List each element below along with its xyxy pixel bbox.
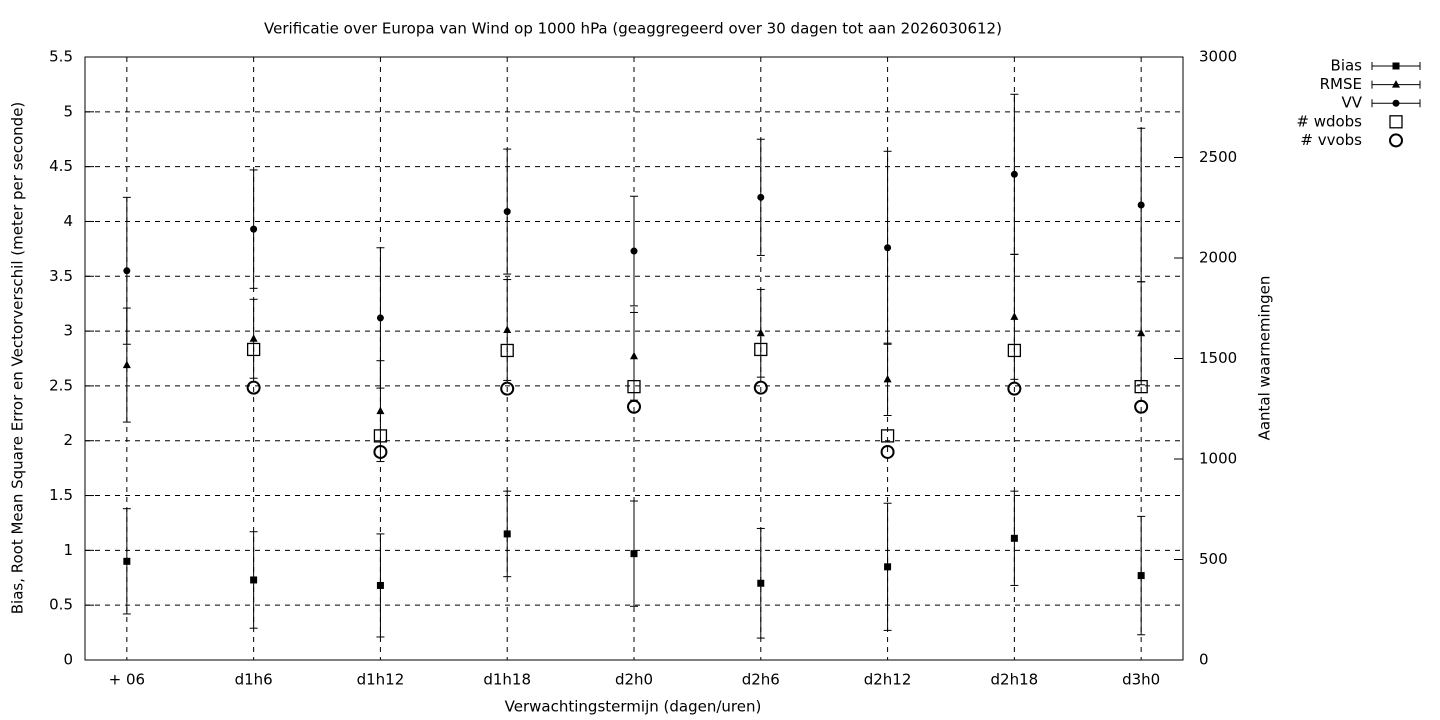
legend-label: # wdobs [1296,112,1362,130]
y-tick-label: 1 [63,541,73,559]
point [250,576,258,584]
y-axis-label: Bias, Root Mean Square Error en Vectorve… [9,102,27,615]
y-tick-label: 3 [63,322,73,340]
point [630,247,638,255]
point [503,325,512,333]
y-tick-label: 1.5 [49,486,73,504]
legend-marker [1392,80,1400,88]
x-tick-label: d1h6 [235,671,273,689]
legend-label: # vvobs [1300,131,1362,149]
point [757,193,765,201]
x-tick-label: d2h0 [615,671,653,689]
point [122,360,131,369]
point [630,351,638,360]
y-tick-label: 5.5 [49,48,73,66]
point [373,444,388,459]
x-tick-label: d2h12 [864,671,912,689]
point [754,342,768,357]
legend-label: VV [1341,94,1362,112]
y-tick-label: 5 [63,102,73,120]
y-tick-label: 4 [63,212,73,230]
point [884,563,892,571]
legend-marker [1392,62,1400,70]
y-tick-label: 0 [63,651,73,669]
point [1010,312,1019,320]
point [884,244,892,252]
y2-tick-label: 2500 [1199,148,1237,166]
point [1007,381,1022,396]
point [757,579,765,587]
point [753,380,768,395]
y-tick-label: 2 [63,431,73,449]
plot-frame [84,56,1184,661]
y-tick-label: 3.5 [49,267,73,285]
y-tick-label: 4.5 [49,157,73,175]
legend-marker [1389,115,1403,129]
y2-tick-label: 0 [1199,651,1209,669]
point [373,429,388,443]
point [627,399,641,414]
point [1010,170,1018,178]
x-tick-label: d2h6 [742,671,780,689]
point [1134,379,1148,394]
point [376,406,385,415]
x-tick-label: d1h12 [357,671,405,689]
y2-axis-label: Aantal waarnemingen [1256,276,1274,441]
legend-marker [1389,133,1403,148]
y-tick-label: 2.5 [49,376,73,394]
point [503,530,511,538]
point [246,342,261,357]
y2-tick-label: 3000 [1199,48,1237,66]
point [1137,201,1145,209]
x-tick-label: d2h18 [991,671,1039,689]
point [1010,534,1018,542]
point [1137,572,1145,580]
point [500,343,514,358]
x-tick-label: d3h0 [1122,671,1160,689]
x-axis-label: Verwachtingstermijn (dagen/uren) [505,698,762,716]
point [883,374,892,383]
legend-marker [1392,99,1400,107]
point [246,380,261,395]
point [627,379,641,394]
point [503,208,511,216]
point [880,444,895,459]
point [250,225,258,233]
legend-label: RMSE [1320,75,1362,93]
x-tick-label: + 06 [109,671,145,689]
point [123,267,131,275]
point [756,328,765,337]
point [500,381,515,396]
point [1137,328,1146,337]
point [376,581,384,589]
point [249,334,258,342]
point [123,557,131,565]
y2-tick-label: 1500 [1199,349,1237,367]
point [1134,399,1149,414]
chart-title: Verificatie over Europa van Wind op 1000… [264,20,1002,38]
y2-tick-label: 1000 [1199,450,1237,468]
point [880,429,895,443]
point [1007,343,1022,358]
y-tick-label: 0.5 [49,596,73,614]
y2-tick-label: 500 [1199,550,1228,568]
y2-tick-label: 2000 [1199,249,1237,267]
point [630,550,638,558]
legend-label: Bias [1331,57,1363,75]
point [376,314,384,322]
x-tick-label: d1h18 [483,671,531,689]
